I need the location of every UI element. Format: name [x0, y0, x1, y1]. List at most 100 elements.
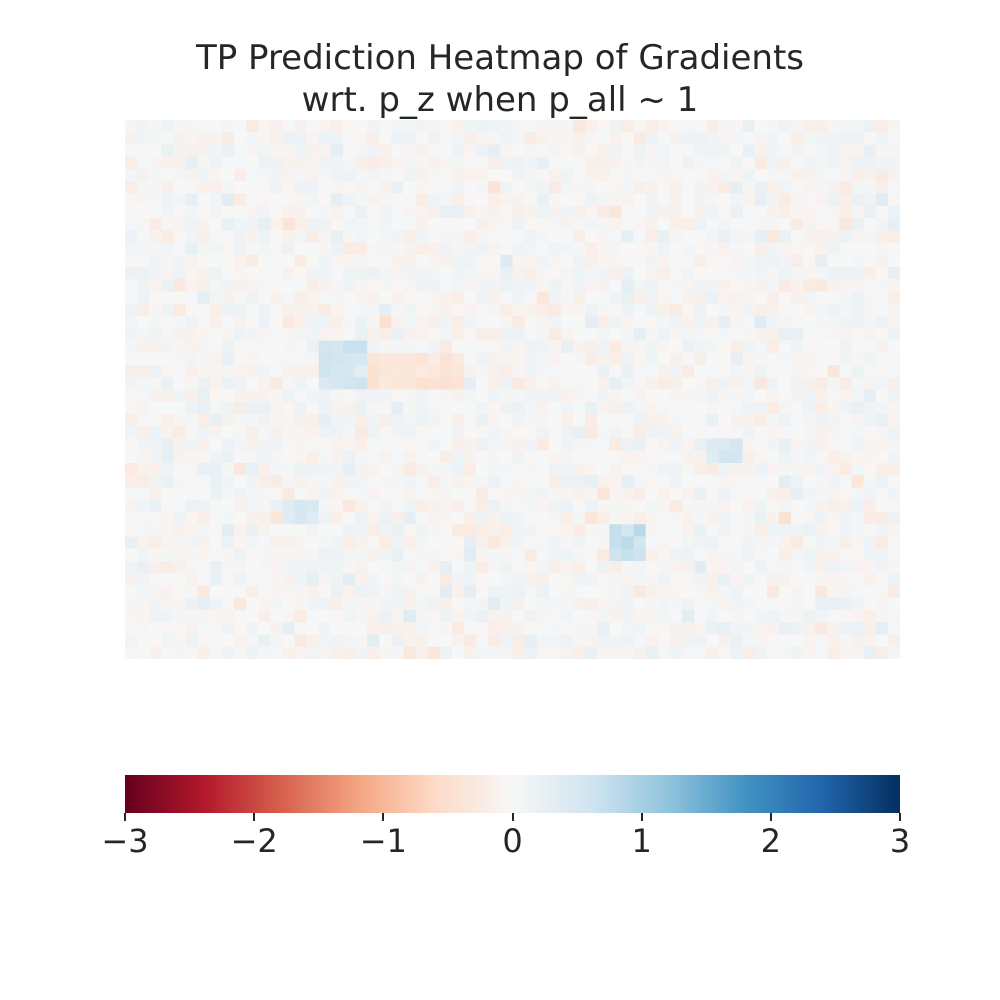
heatmap-cell: [379, 646, 393, 659]
heatmap-cell: [233, 291, 247, 305]
heatmap-cell: [669, 291, 683, 305]
heatmap-cell: [318, 585, 332, 599]
heatmap-cell: [645, 622, 659, 636]
heatmap-cell: [233, 573, 247, 587]
heatmap-cell: [197, 120, 211, 133]
heatmap-cell: [633, 193, 647, 207]
heatmap-cell: [221, 487, 235, 501]
heatmap-cell: [682, 499, 695, 513]
heatmap-cell: [306, 279, 320, 293]
heatmap-cell: [682, 242, 695, 256]
heatmap-cell: [524, 499, 538, 513]
heatmap-cell: [173, 512, 187, 525]
colorbar-segment: [427, 775, 432, 813]
heatmap-cell: [258, 401, 271, 415]
heatmap-cell: [633, 475, 647, 489]
heatmap-cell: [682, 181, 695, 195]
heatmap-cell: [803, 622, 816, 636]
heatmap-cell: [161, 512, 175, 525]
heatmap-cell: [476, 438, 489, 452]
heatmap-cell: [149, 279, 162, 293]
heatmap-cell: [173, 181, 187, 195]
heatmap-cell: [282, 426, 296, 440]
heatmap-cell: [342, 610, 356, 623]
heatmap-cell: [367, 340, 380, 354]
heatmap-cell: [548, 499, 562, 513]
heatmap-cell: [439, 487, 453, 501]
heatmap-cell: [742, 524, 756, 538]
heatmap-cell: [451, 646, 465, 659]
heatmap-cell: [197, 561, 211, 574]
heatmap-cell: [560, 132, 574, 146]
heatmap-cell: [778, 475, 792, 489]
heatmap-cell: [306, 242, 320, 256]
heatmap-cell: [415, 193, 429, 207]
colorbar-segment: [300, 775, 305, 813]
heatmap-cell: [439, 218, 453, 231]
heatmap-cell: [246, 499, 259, 513]
heatmap-cell: [851, 634, 865, 648]
heatmap-cell: [875, 242, 889, 256]
heatmap-cell: [451, 499, 465, 513]
heatmap-cell: [282, 389, 296, 403]
heatmap-cell: [778, 499, 792, 513]
heatmap-cell: [730, 316, 744, 329]
heatmap-cell: [609, 401, 623, 415]
heatmap-cell: [609, 303, 623, 317]
heatmap-cell: [754, 487, 768, 501]
heatmap-cell: [282, 291, 296, 305]
heatmap-cell: [246, 475, 259, 489]
colorbar-segment: [324, 775, 329, 813]
heatmap-cell: [330, 340, 344, 354]
heatmap-cell: [161, 438, 175, 452]
heatmap-cell: [778, 634, 792, 648]
colorbar-segment: [763, 775, 768, 813]
heatmap-cell: [766, 267, 780, 280]
heatmap-cell: [330, 622, 344, 636]
heatmap-cell: [403, 132, 417, 146]
heatmap-cell: [718, 487, 732, 501]
heatmap-cell: [137, 463, 150, 476]
colorbar-segment: [482, 775, 486, 813]
colorbar-segment: [497, 775, 501, 813]
colorbar-segment: [458, 775, 462, 813]
heatmap-cell: [246, 401, 259, 415]
colorbar-segment: [754, 775, 759, 813]
heatmap-cell: [851, 181, 865, 195]
heatmap-cell: [451, 634, 465, 648]
heatmap-cell: [342, 597, 356, 611]
colorbar-segment: [406, 775, 411, 813]
heatmap-cell: [318, 536, 332, 550]
heatmap-cell: [730, 426, 744, 440]
heatmap-cell: [791, 414, 804, 427]
heatmap-cell: [318, 316, 332, 329]
heatmap-cell: [258, 536, 271, 550]
heatmap-cell: [161, 144, 175, 158]
heatmap-cell: [246, 205, 259, 219]
heatmap-cell: [318, 524, 332, 538]
heatmap-cell: [524, 377, 538, 391]
heatmap-cell: [318, 548, 332, 562]
heatmap-cell: [597, 340, 610, 354]
heatmap-cell: [548, 487, 562, 501]
heatmap-cell: [221, 377, 235, 391]
colorbar-segment: [409, 775, 414, 813]
colorbar-segment: [893, 775, 898, 813]
heatmap-cell: [258, 499, 271, 513]
heatmap-cell: [294, 524, 308, 538]
heatmap-cell: [645, 499, 659, 513]
heatmap-cell: [137, 414, 150, 427]
heatmap-cell: [161, 352, 175, 366]
heatmap-cell: [536, 426, 550, 440]
heatmap-cell: [839, 218, 853, 231]
heatmap-cell: [524, 156, 538, 170]
heatmap-cell: [451, 316, 465, 329]
heatmap-cell: [294, 634, 308, 648]
heatmap-cell: [536, 622, 550, 636]
heatmap-cell: [754, 132, 768, 146]
heatmap-cell: [706, 463, 719, 476]
heatmap-cell: [149, 267, 162, 280]
heatmap-cell: [221, 316, 235, 329]
heatmap-cell: [500, 487, 514, 501]
heatmap-cell: [718, 156, 732, 170]
